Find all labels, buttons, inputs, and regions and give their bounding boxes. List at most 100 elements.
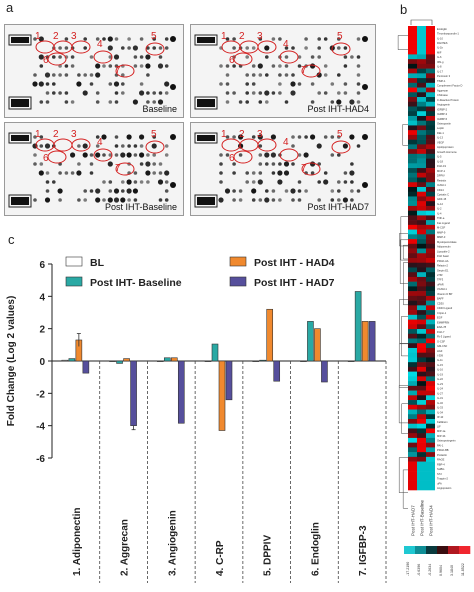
blot-spot [164, 37, 169, 41]
bar [273, 360, 281, 382]
legend-swatch [229, 276, 247, 287]
heatmap-row-label: Cripto-1 [437, 311, 447, 315]
blot-spot [89, 73, 94, 77]
heatmap-row-label: Osteoprotegerin [437, 439, 456, 443]
blot-spot [219, 180, 223, 184]
heatmap-cell [426, 381, 435, 387]
heatmap-cell [426, 409, 435, 415]
heatmap-row-label: Relaxin-2 [437, 264, 449, 268]
blot-spot [277, 179, 283, 185]
blot-spot [238, 153, 243, 157]
blot-spot [323, 179, 329, 185]
blot-spot [219, 82, 223, 86]
blot-spot [133, 153, 138, 157]
blot-spot [343, 180, 348, 184]
blot-spot [278, 73, 282, 77]
heatmap-row-label: Apolipoprotein [437, 145, 454, 149]
heatmap-column-label: Post IHT-Baseline [420, 499, 425, 536]
blot-spot [45, 180, 50, 184]
blot-spot [342, 197, 348, 203]
heatmap-cell [417, 186, 426, 193]
heatmap-cell [417, 324, 426, 330]
heatmap-row-label: IL-8 [437, 65, 442, 69]
heatmap-cell [417, 357, 426, 363]
heatmap-cell [408, 229, 417, 235]
legend-label: BL [90, 257, 105, 269]
reference-spot [11, 197, 29, 205]
heatmap-cell [408, 115, 417, 121]
heatmap-cell [417, 395, 426, 401]
blot-spot [139, 134, 145, 140]
blot-spot [297, 189, 302, 193]
category-label: 3. Angiogenin [167, 510, 178, 576]
blot-spot [114, 144, 119, 148]
heatmap-cell [426, 101, 435, 107]
heatmap-cell [426, 338, 435, 344]
heatmap-cell [408, 153, 417, 159]
heatmap-cell [426, 59, 435, 65]
heatmap-row-label: IL-33 [437, 406, 443, 410]
heatmap-row-label: IL-16 [437, 368, 443, 372]
heatmap-cell [408, 40, 417, 46]
heatmap-cell [417, 35, 426, 41]
dendrogram-branch [398, 457, 408, 493]
annotation-circle [93, 50, 113, 64]
heatmap-cell [417, 404, 426, 410]
blot-spot [132, 45, 138, 51]
heatmap-cell [417, 54, 426, 60]
annotation-number: 6 [229, 153, 235, 164]
blot-spot [291, 162, 295, 166]
heatmap-cell [426, 115, 435, 121]
heatmap-cell [426, 461, 435, 467]
heatmap-cell [426, 205, 435, 211]
blot-spot [95, 100, 100, 104]
blot-spot [45, 171, 50, 175]
blot-spot [356, 144, 361, 148]
reference-spot [197, 197, 215, 205]
heatmap-cell [408, 248, 417, 254]
heatmap-cell [426, 44, 435, 50]
blot-spot [342, 143, 348, 149]
blot-spot [164, 46, 169, 50]
blot-spot [95, 135, 100, 139]
blot-spot [245, 55, 249, 59]
heatmap-cell [426, 82, 435, 88]
blot-spot [343, 46, 348, 50]
blot-spot [238, 100, 243, 104]
heatmap-cell [417, 447, 426, 453]
heatmap-cell [417, 134, 426, 140]
blot-spot [108, 180, 113, 184]
blot-spot [120, 152, 126, 158]
blot-spot [245, 73, 249, 77]
blot-spot [83, 189, 87, 193]
blot-spot [44, 72, 51, 78]
blot-spot [139, 37, 144, 41]
heatmap-row-label: Prolactin [437, 453, 448, 457]
blot-spot [139, 82, 144, 86]
heatmap-row-label: MIF [437, 50, 442, 54]
annotation-number: 7 [115, 65, 121, 76]
blot-spot [278, 91, 282, 95]
heatmap-cell [426, 49, 435, 55]
blot-spot [232, 171, 236, 175]
blot-spot [297, 198, 302, 202]
blot-spot [219, 162, 223, 166]
blot-spot [152, 171, 156, 175]
annotation-circle [279, 148, 299, 162]
heatmap-cell [426, 324, 435, 330]
heatmap-cell [408, 300, 417, 306]
bar [300, 360, 307, 362]
heatmap-cell [417, 144, 426, 150]
annotation-circle [35, 40, 55, 54]
blot-spot [232, 198, 236, 202]
blot-spot [245, 171, 249, 175]
blot-spot [139, 90, 145, 96]
blot-spot [76, 81, 82, 87]
heatmap-cell [426, 333, 435, 339]
heatmap-row-label: CD30 [437, 301, 444, 305]
annotation-number: 5 [337, 31, 343, 42]
blot-spot [257, 63, 263, 69]
blot-spot [139, 55, 144, 59]
blot-spot [251, 135, 256, 139]
heatmap-cell [426, 385, 435, 391]
